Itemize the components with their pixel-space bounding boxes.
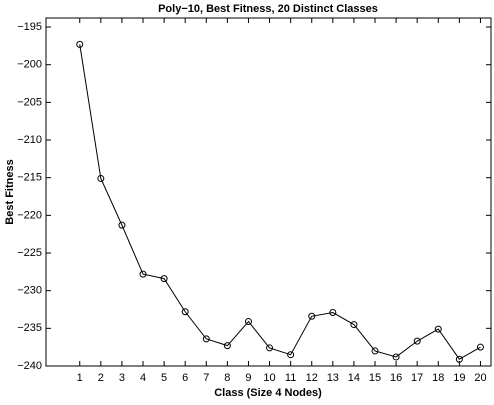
x-tick-label: 4	[140, 372, 146, 384]
y-tick-label: −195	[17, 21, 42, 33]
x-tick-label: 3	[119, 372, 125, 384]
x-tick-label: 10	[263, 372, 275, 384]
x-tick-label: 6	[182, 372, 188, 384]
y-axis-label: Best Fitness	[4, 159, 16, 224]
marker	[434, 325, 442, 333]
x-tick-label: 18	[432, 372, 444, 384]
marker	[202, 335, 210, 343]
marker	[287, 351, 295, 359]
y-tick-label: −210	[17, 134, 42, 146]
y-tick-label: −220	[17, 209, 42, 221]
marker	[371, 347, 379, 355]
x-tick-label: 1	[77, 372, 83, 384]
marker	[266, 344, 274, 352]
x-tick-label: 15	[369, 372, 381, 384]
x-tick-label: 19	[453, 372, 465, 384]
x-tick-label: 20	[474, 372, 486, 384]
y-tick-label: −215	[17, 172, 42, 184]
y-tick-label: −230	[17, 285, 42, 297]
x-tick-label: 14	[348, 372, 360, 384]
marker	[118, 221, 126, 229]
x-axis-label: Class (Size 4 Nodes)	[214, 387, 322, 399]
marker	[413, 337, 421, 345]
marker	[476, 343, 484, 351]
y-tick-label: −205	[17, 96, 42, 108]
y-tick-label: −235	[17, 322, 42, 334]
x-tick-label: 2	[98, 372, 104, 384]
marker	[455, 355, 463, 363]
x-tick-label: 9	[245, 372, 251, 384]
chart-title: Poly−10, Best Fitness, 20 Distinct Class…	[158, 3, 378, 15]
y-tick-label: −225	[17, 247, 42, 259]
marker	[160, 275, 168, 283]
marker	[392, 353, 400, 361]
marker	[308, 312, 316, 320]
x-tick-label: 11	[285, 372, 296, 384]
x-tick-label: 12	[306, 372, 318, 384]
line	[79, 44, 481, 360]
marker	[139, 270, 147, 278]
y-tick-label: −240	[17, 360, 42, 372]
x-tick-label: 13	[327, 372, 339, 384]
x-tick-label: 8	[224, 372, 230, 384]
marker	[329, 309, 337, 317]
marker	[97, 174, 105, 182]
marker	[350, 321, 358, 329]
marker	[223, 342, 231, 350]
marker	[181, 308, 189, 316]
y-tick-label: −200	[17, 59, 42, 71]
marker	[76, 40, 84, 48]
x-tick-label: 5	[161, 372, 167, 384]
axes-box	[45, 17, 492, 367]
x-tick-label: 16	[390, 372, 402, 384]
marker	[244, 318, 252, 326]
x-tick-label: 17	[411, 372, 423, 384]
x-tick-label: 7	[203, 372, 209, 384]
